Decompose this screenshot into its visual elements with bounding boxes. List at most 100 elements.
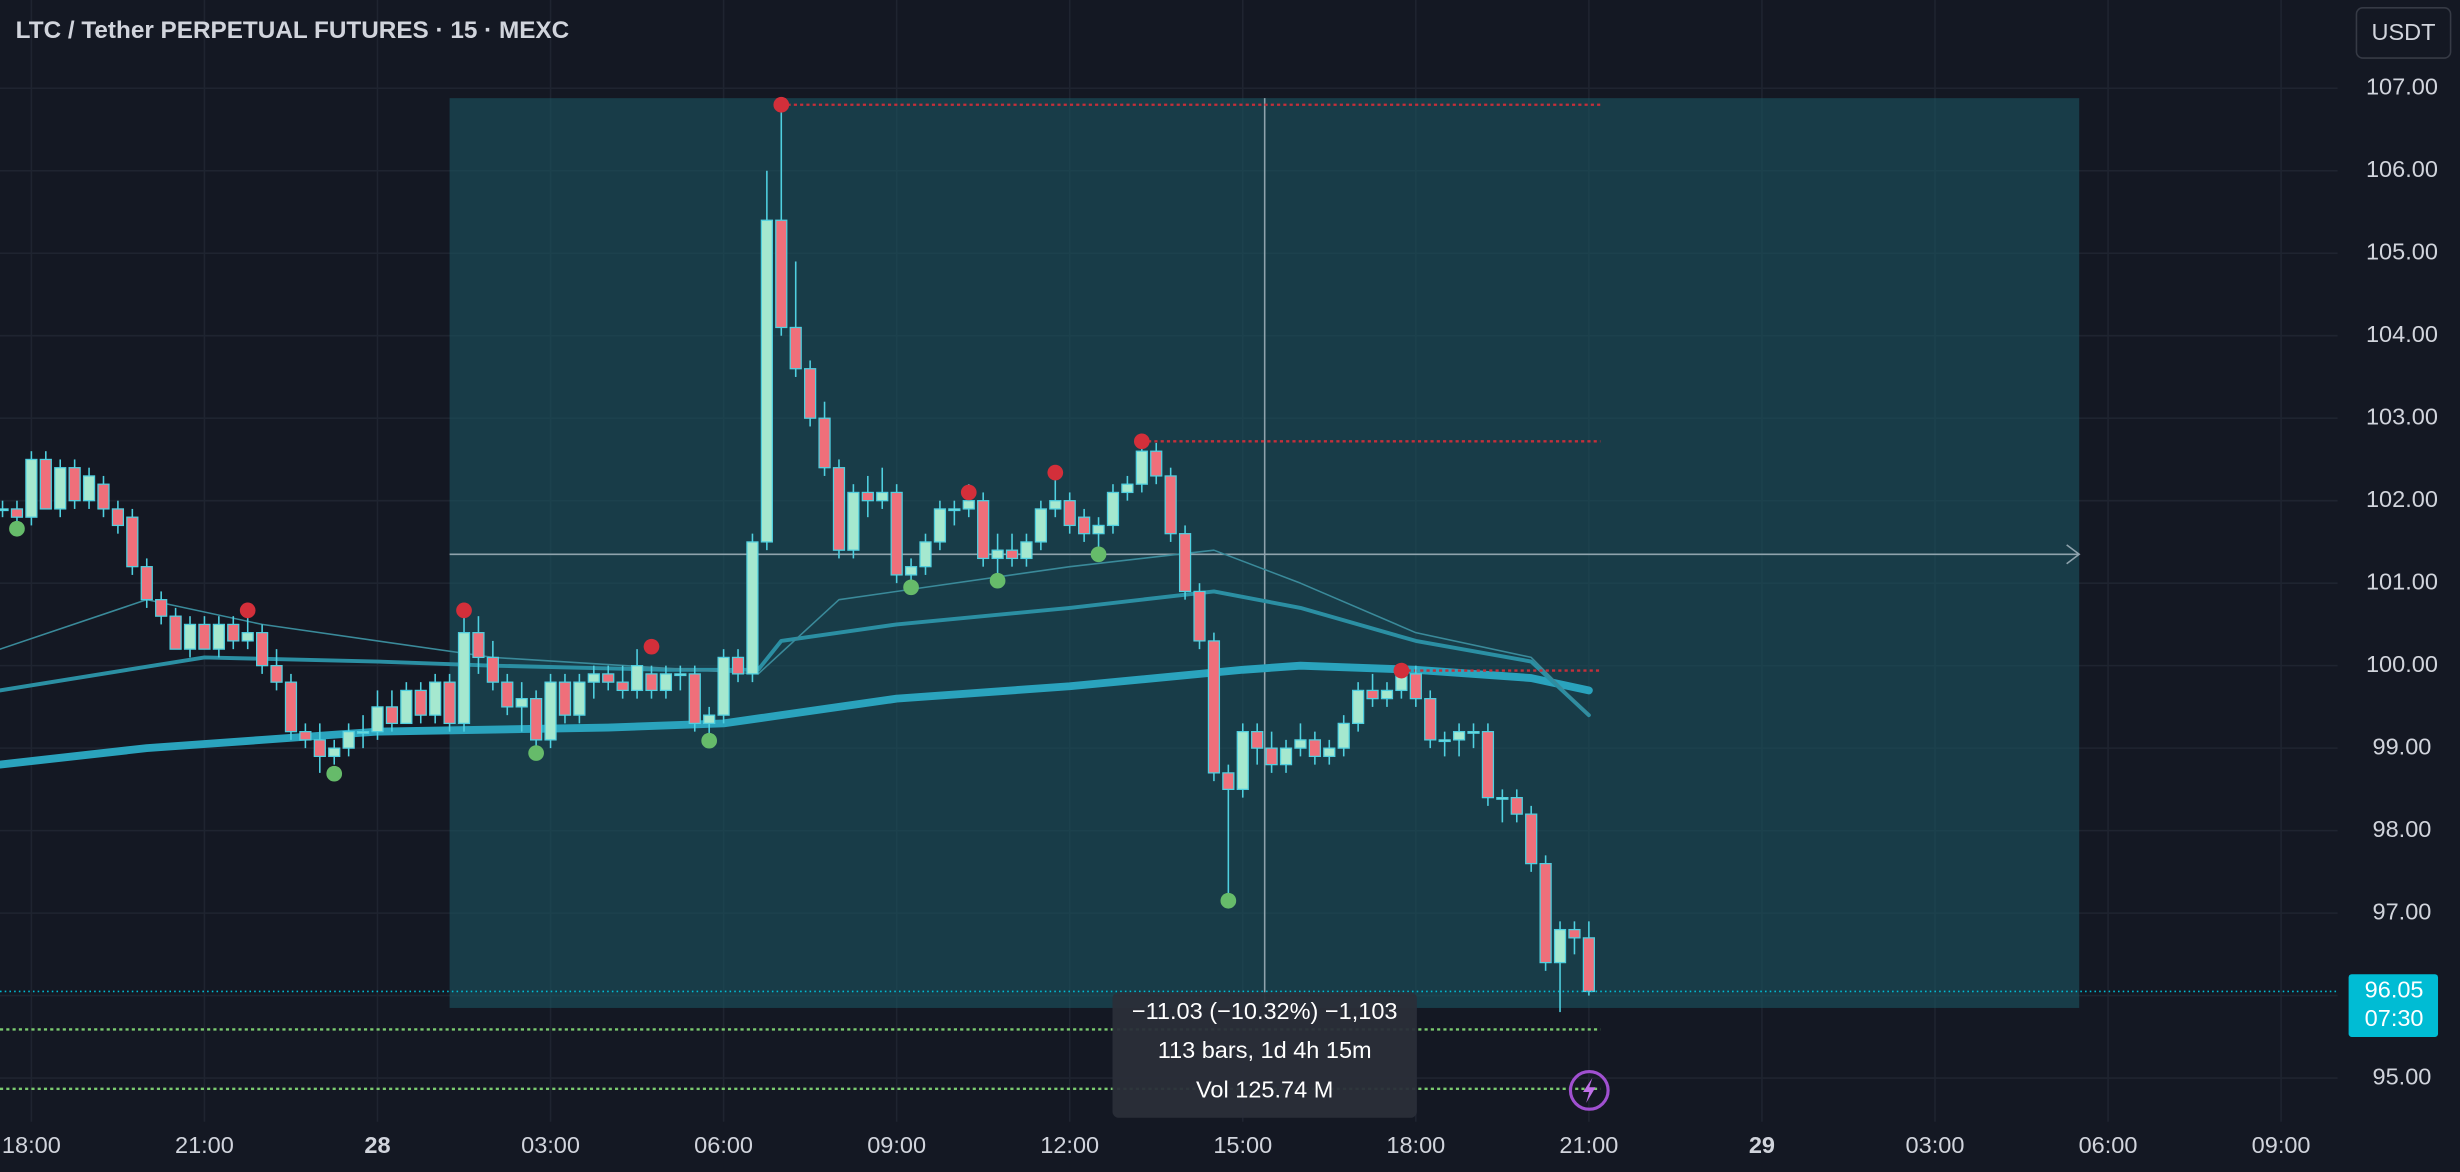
y-tick-label: 98.00	[2373, 816, 2432, 842]
candle-body	[890, 491, 903, 576]
candle-body	[1481, 731, 1495, 799]
measure-label: −11.03 (−10.32%) −1,103	[1132, 998, 1398, 1024]
x-tick-label: 18:00	[2, 1132, 61, 1158]
candle-body	[342, 731, 355, 749]
candle-body	[385, 706, 399, 725]
last-price-label: 96.05	[2365, 977, 2424, 1003]
x-tick-label: 28	[364, 1132, 390, 1158]
pivot-high	[1133, 433, 1150, 450]
candle-body	[962, 500, 975, 510]
x-tick-label: 12:00	[1040, 1132, 1099, 1158]
candle-body	[530, 698, 543, 741]
candle-body	[1222, 772, 1235, 791]
candle-body	[1034, 508, 1047, 543]
candle-body	[876, 491, 889, 502]
candle-body	[904, 566, 918, 576]
candle-body	[587, 673, 600, 683]
candle-body	[1568, 928, 1581, 939]
candle-body	[97, 483, 110, 510]
candle-body	[0, 508, 9, 512]
candle-body	[1452, 731, 1466, 741]
candle-body	[140, 566, 153, 601]
candle-body	[472, 632, 485, 659]
candle-body	[126, 516, 139, 568]
pivot-high	[456, 602, 472, 619]
x-tick-label: 06:00	[694, 1132, 753, 1158]
pivot-high	[239, 602, 256, 619]
candle-body	[54, 467, 67, 510]
candle-body	[977, 500, 990, 560]
candle-body	[313, 739, 326, 758]
candle-body	[1337, 722, 1350, 749]
candle-body	[1366, 689, 1379, 700]
candle-body	[1121, 483, 1134, 494]
currency-button[interactable]	[2355, 7, 2452, 59]
pivot-high	[1047, 464, 1064, 481]
y-tick-label: 95.00	[2373, 1063, 2432, 1089]
y-tick-label: 99.00	[2373, 733, 2432, 759]
candle-body	[1207, 640, 1221, 774]
candle-body	[1380, 689, 1394, 700]
candle-body	[371, 706, 384, 733]
pivot-high	[1393, 662, 1410, 679]
y-tick-label: 103.00	[2366, 403, 2438, 429]
pivot-high	[643, 638, 660, 655]
y-tick-label: 101.00	[2366, 568, 2438, 594]
measure-tool	[449, 98, 2081, 1008]
candle-body	[25, 458, 38, 518]
candle-body	[832, 467, 846, 551]
candle-body	[1236, 731, 1249, 791]
candle-body	[270, 665, 283, 683]
candle-body	[717, 656, 730, 716]
candle-body	[991, 549, 1004, 560]
candle-body	[558, 681, 572, 716]
y-tick-label: 102.00	[2366, 486, 2438, 512]
candle-body	[933, 508, 947, 543]
candle-body	[1150, 450, 1163, 477]
x-tick-label: 15:00	[1213, 1132, 1272, 1158]
candle-body	[1106, 491, 1120, 527]
candle-body	[1178, 533, 1192, 593]
candle-body	[68, 467, 81, 502]
candle-body	[818, 417, 831, 469]
candle-body	[284, 681, 298, 733]
candle-body	[703, 714, 716, 725]
candle-body	[861, 491, 874, 502]
candle-body	[760, 219, 773, 543]
pivot-low	[989, 572, 1006, 589]
pivot-high	[960, 484, 977, 501]
candle-body	[573, 681, 586, 716]
candles	[0, 104, 1595, 1013]
candle-body	[789, 326, 802, 370]
candle-body	[443, 681, 456, 725]
candle-body	[1049, 500, 1062, 510]
candle-body	[1553, 928, 1567, 964]
chart-title: LTC / Tether PERPETUAL FUTURES · 15 · ME…	[16, 17, 569, 44]
candle-body	[1525, 813, 1538, 865]
candle-body	[602, 673, 615, 683]
axes: 95.0096.0097.0098.0099.00100.00101.00102…	[2, 73, 2439, 1158]
x-tick-label: 18:00	[1386, 1132, 1445, 1158]
candle-body	[1251, 731, 1264, 749]
x-tick-label: 21:00	[1559, 1132, 1618, 1158]
overlay: −11.03 (−10.32%) −1,103 113 bars, 1d 4h 1…	[0, 96, 2338, 1118]
candle-body	[198, 623, 211, 650]
y-tick-label: 105.00	[2366, 238, 2438, 264]
candle-body	[630, 665, 644, 692]
alert-icon[interactable]	[1568, 1070, 1610, 1111]
candle-body	[414, 689, 427, 716]
y-tick-label: 106.00	[2366, 156, 2438, 182]
candle-body	[645, 673, 658, 692]
candle-body	[1279, 747, 1293, 766]
pivot-low	[903, 579, 919, 596]
candle-body	[1020, 541, 1033, 560]
y-tick-label: 97.00	[2373, 898, 2432, 924]
candle-body	[1510, 797, 1523, 815]
candle-body	[1467, 731, 1480, 734]
candle-body	[356, 731, 370, 734]
currency-label[interactable]: USDT	[2372, 19, 2436, 45]
candle-body	[82, 475, 96, 502]
y-tick-label: 100.00	[2366, 651, 2438, 677]
x-tick-label: 09:00	[2252, 1132, 2311, 1158]
pivot-low	[326, 765, 343, 782]
